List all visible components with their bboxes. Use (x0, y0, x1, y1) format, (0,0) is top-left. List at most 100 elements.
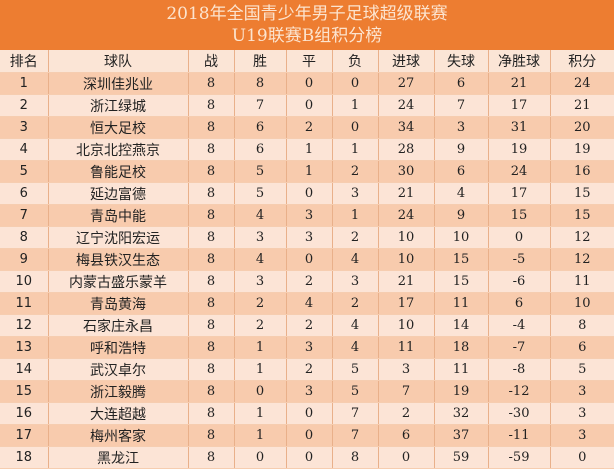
cell-goal-difference: -7 (488, 336, 551, 359)
cell-points: 5 (550, 358, 614, 381)
cell-goal-difference: 15 (488, 204, 551, 227)
cell-drawn: 0 (286, 182, 333, 205)
cell-lost: 5 (332, 358, 379, 381)
cell-goal-difference: -5 (488, 248, 551, 271)
cell-goal-difference: -30 (488, 402, 551, 425)
cell-goals-for: 7 (378, 380, 435, 403)
cell-points: 3 (550, 424, 614, 447)
cell-played: 8 (188, 270, 235, 293)
cell-rank: 13 (0, 336, 49, 359)
cell-drawn: 3 (286, 226, 333, 249)
cell-team: 石家庄永昌 (48, 314, 189, 337)
standings-table: 排名 球队 战 胜 平 负 进球 失球 净胜球 积分 1 深圳佳兆业 8 8 0 0 27 6… (0, 50, 614, 469)
cell-goals-against: 10 (434, 226, 489, 249)
cell-drawn: 2 (286, 358, 333, 381)
cell-drawn: 2 (286, 314, 333, 337)
cell-team: 深圳佳兆业 (48, 72, 189, 95)
table-row: 16 大连超越 8 1 0 7 2 32 -30 3 (0, 402, 614, 425)
cell-goals-for: 10 (378, 248, 435, 271)
cell-played: 8 (188, 226, 235, 249)
cell-points: 8 (550, 314, 614, 337)
cell-lost: 7 (332, 424, 379, 447)
table-row: 1 深圳佳兆业 8 8 0 0 27 6 21 24 (0, 72, 614, 95)
cell-lost: 2 (332, 292, 379, 315)
cell-played: 8 (188, 424, 235, 447)
cell-goals-for: 17 (378, 292, 435, 315)
cell-lost: 7 (332, 402, 379, 425)
table-row: 6 延边富德 8 5 0 3 21 4 17 15 (0, 182, 614, 205)
cell-rank: 15 (0, 380, 49, 403)
cell-drawn: 0 (286, 402, 333, 425)
table-row: 3 恒大足校 8 6 2 0 34 3 31 20 (0, 116, 614, 139)
cell-goals-against: 6 (434, 72, 489, 95)
table-row: 14 武汉卓尔 8 1 2 5 3 11 -8 5 (0, 358, 614, 381)
cell-goal-difference: -11 (488, 424, 551, 447)
table-row: 7 青岛中能 8 4 3 1 24 9 15 15 (0, 204, 614, 227)
table-row: 9 梅县铁汉生态 8 4 0 4 10 15 -5 12 (0, 248, 614, 271)
cell-team: 恒大足校 (48, 116, 189, 139)
cell-goals-against: 3 (434, 116, 489, 139)
cell-team: 武汉卓尔 (48, 358, 189, 381)
cell-points: 19 (550, 138, 614, 161)
header-goal-difference: 净胜球 (488, 50, 551, 73)
cell-drawn: 0 (286, 94, 333, 117)
cell-lost: 5 (332, 380, 379, 403)
cell-goals-for: 27 (378, 72, 435, 95)
cell-played: 8 (188, 314, 235, 337)
cell-won: 6 (234, 138, 287, 161)
cell-lost: 3 (332, 182, 379, 205)
cell-goals-against: 4 (434, 182, 489, 205)
cell-lost: 1 (332, 204, 379, 227)
cell-lost: 4 (332, 336, 379, 359)
cell-team: 梅县铁汉生态 (48, 248, 189, 271)
cell-goals-for: 11 (378, 336, 435, 359)
table-row: 18 黑龙江 8 0 0 8 0 59 -59 0 (0, 446, 614, 469)
table-row: 13 呼和浩特 8 1 3 4 11 18 -7 6 (0, 336, 614, 359)
cell-won: 5 (234, 160, 287, 183)
cell-drawn: 3 (286, 336, 333, 359)
cell-points: 11 (550, 270, 614, 293)
cell-team: 延边富德 (48, 182, 189, 205)
cell-rank: 2 (0, 94, 49, 117)
cell-points: 16 (550, 160, 614, 183)
cell-goal-difference: 6 (488, 292, 551, 315)
cell-won: 3 (234, 226, 287, 249)
cell-goals-against: 59 (434, 446, 489, 469)
cell-goals-for: 21 (378, 270, 435, 293)
cell-team: 浙江绿城 (48, 94, 189, 117)
cell-goals-for: 28 (378, 138, 435, 161)
cell-played: 8 (188, 292, 235, 315)
cell-goals-against: 15 (434, 270, 489, 293)
table-header-row: 排名 球队 战 胜 平 负 进球 失球 净胜球 积分 (0, 50, 614, 73)
cell-goals-for: 21 (378, 182, 435, 205)
cell-goal-difference: -4 (488, 314, 551, 337)
header-team: 球队 (48, 50, 189, 73)
cell-points: 15 (550, 204, 614, 227)
cell-rank: 12 (0, 314, 49, 337)
cell-rank: 5 (0, 160, 49, 183)
header-won: 胜 (234, 50, 287, 73)
cell-goals-for: 24 (378, 204, 435, 227)
cell-team: 鲁能足校 (48, 160, 189, 183)
cell-goals-for: 24 (378, 94, 435, 117)
cell-team: 梅州客家 (48, 424, 189, 447)
cell-rank: 10 (0, 270, 49, 293)
cell-played: 8 (188, 380, 235, 403)
cell-lost: 4 (332, 248, 379, 271)
cell-goal-difference: 31 (488, 116, 551, 139)
cell-goal-difference: -12 (488, 380, 551, 403)
header-rank: 排名 (0, 50, 49, 73)
cell-drawn: 0 (286, 72, 333, 95)
cell-goals-for: 6 (378, 424, 435, 447)
cell-won: 8 (234, 72, 287, 95)
cell-played: 8 (188, 248, 235, 271)
cell-lost: 0 (332, 72, 379, 95)
cell-rank: 6 (0, 182, 49, 205)
cell-drawn: 2 (286, 270, 333, 293)
cell-goal-difference: -59 (488, 446, 551, 469)
cell-points: 21 (550, 94, 614, 117)
cell-drawn: 3 (286, 380, 333, 403)
cell-goal-difference: 19 (488, 138, 551, 161)
cell-rank: 7 (0, 204, 49, 227)
cell-won: 0 (234, 446, 287, 469)
